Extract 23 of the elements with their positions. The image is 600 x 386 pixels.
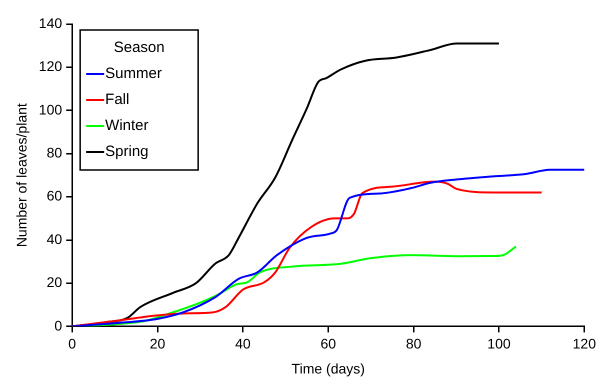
legend-label: Fall <box>105 91 130 108</box>
x-axis-title: Time (days) <box>292 360 365 376</box>
y-tick-label: 140 <box>38 14 62 31</box>
y-tick-label: 60 <box>46 188 62 204</box>
legend-label: Summer <box>105 65 162 82</box>
x-tick-label: 40 <box>235 336 251 352</box>
y-tick-label: 120 <box>38 58 62 74</box>
legend-label: Spring <box>105 143 149 160</box>
x-tick-label: 20 <box>150 336 166 352</box>
x-tick-label: 60 <box>320 336 336 352</box>
y-tick-label: 20 <box>46 274 62 290</box>
y-tick-label: 0 <box>54 317 62 334</box>
x-tick-label: 80 <box>406 336 422 352</box>
y-tick-label: 80 <box>46 144 62 160</box>
line-series <box>72 180 543 326</box>
y-tick-label: 100 <box>38 101 62 118</box>
y-tick-label: 40 <box>46 230 62 247</box>
legend-title: Season <box>114 39 165 56</box>
x-tick-label: 120 <box>572 336 596 352</box>
y-axis-title: Number of leaves/plant <box>13 103 30 248</box>
legend-label: Winter <box>105 117 148 134</box>
x-tick-label: 100 <box>487 336 511 352</box>
x-tick-label: 0 <box>68 336 76 352</box>
